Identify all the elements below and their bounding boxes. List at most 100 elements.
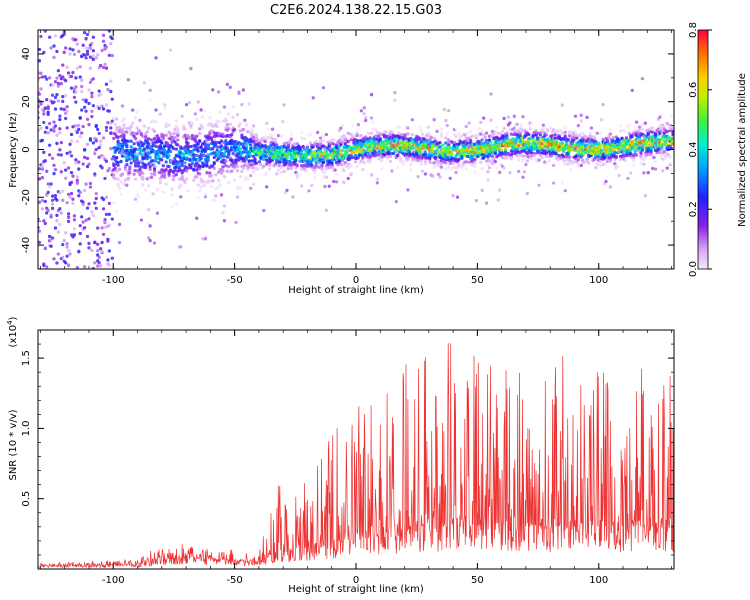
heatmap-cell [505, 156, 509, 160]
heatmap-cell [177, 162, 181, 166]
heatmap-cell [554, 152, 559, 156]
heatmap-cell [152, 171, 157, 175]
heatmap-cell [55, 198, 59, 202]
heatmap-cell [68, 252, 72, 256]
heatmap-cell [206, 153, 211, 157]
heatmap-cell [58, 191, 62, 195]
heatmap-cell [333, 168, 337, 172]
heatmap-cell [289, 137, 294, 141]
heatmap-cell [420, 132, 425, 136]
heatmap-cell [77, 249, 81, 253]
heatmap-cell [444, 136, 448, 140]
snr-panel: -100 -50 0 50 100 0.51.01.5 Height of straig… [6, 316, 675, 595]
heatmap-cell [617, 173, 621, 178]
heatmap-cell [627, 123, 631, 127]
heatmap-cell [568, 134, 572, 138]
heatmap-cell [474, 136, 479, 140]
heatmap-cell [100, 240, 104, 245]
heatmap-cell [59, 141, 63, 145]
heatmap-cell [284, 152, 288, 156]
heatmap-cell [125, 145, 129, 149]
heatmap-cell [100, 48, 104, 53]
heatmap-cell [559, 129, 563, 133]
heatmap-cell [138, 129, 142, 133]
heatmap-cell [371, 127, 375, 131]
heatmap-cell [254, 137, 259, 141]
heatmap-cell [237, 91, 241, 95]
heatmap-cell [384, 130, 388, 134]
heatmap-cell [190, 162, 194, 166]
heatmap-cell [658, 115, 662, 119]
heatmap-cell [454, 170, 458, 175]
heatmap-cell [535, 151, 540, 155]
heatmap-cell [58, 222, 62, 226]
heatmap-cell [592, 137, 596, 141]
heatmap-cell [46, 110, 50, 114]
heatmap-cell [649, 153, 653, 157]
heatmap-cell [665, 166, 669, 170]
heatmap-cell [171, 178, 176, 182]
heatmap-cell [221, 119, 225, 123]
heatmap-cell [467, 121, 471, 125]
heatmap-cell [369, 93, 374, 97]
heatmap-cell [55, 213, 59, 217]
heatmap-cell [116, 177, 120, 181]
snr-scale-prefix: (x10 [8, 325, 19, 348]
heatmap-cell [147, 221, 151, 226]
heatmap-cell [262, 164, 266, 168]
heatmap-cell [227, 181, 231, 185]
heatmap-cell [444, 141, 448, 145]
heatmap-cell [161, 133, 165, 137]
heatmap-cell [616, 165, 620, 169]
heatmap-cell [658, 150, 662, 154]
heatmap-cell [56, 153, 60, 157]
spectrogram-x-ticks: -100 -50 0 50 100 [40, 30, 672, 286]
heatmap-cell [64, 46, 68, 50]
heatmap-cell [91, 213, 95, 218]
heatmap-cell [138, 118, 142, 122]
heatmap-cell [200, 115, 205, 119]
heatmap-cell [607, 153, 611, 157]
heatmap-cell [53, 193, 58, 198]
heatmap-cell [560, 103, 564, 107]
heatmap-cell [52, 120, 56, 124]
heatmap-cell [334, 172, 339, 176]
heatmap-cell [103, 176, 107, 181]
heatmap-cell [49, 244, 53, 248]
heatmap-cell [182, 153, 186, 158]
heatmap-cell [85, 206, 90, 210]
heatmap-cell [96, 242, 100, 246]
heatmap-cell [501, 156, 505, 160]
heatmap-cell [509, 149, 513, 153]
heatmap-cell [56, 82, 60, 86]
heatmap-cell [495, 125, 499, 129]
heatmap-cell [432, 161, 436, 165]
heatmap-cell [493, 130, 497, 134]
heatmap-cell [45, 126, 49, 130]
heatmap-cell [168, 133, 173, 137]
heatmap-cell [416, 175, 420, 179]
heatmap-cell [410, 118, 414, 122]
heatmap-cell [142, 124, 146, 128]
heatmap-cell [362, 106, 366, 110]
heatmap-cell [59, 211, 63, 215]
heatmap-cell [66, 219, 71, 223]
heatmap-cell [431, 174, 435, 178]
heatmap-cell [489, 140, 493, 144]
heatmap-cell [40, 207, 44, 211]
heatmap-cell [133, 197, 138, 201]
heatmap-cell [80, 78, 84, 82]
heatmap-cell [193, 164, 197, 168]
heatmap-cell [246, 129, 250, 134]
heatmap-cell [112, 201, 116, 205]
heatmap-cell [141, 183, 145, 187]
heatmap-cell [586, 161, 591, 165]
heatmap-cell [152, 241, 157, 245]
heatmap-cell [281, 120, 285, 124]
heatmap-cell [196, 196, 200, 200]
heatmap-cell [585, 115, 589, 119]
heatmap-cell [129, 145, 133, 149]
heatmap-cell [198, 167, 202, 171]
heatmap-cell [75, 66, 79, 70]
heatmap-cell [530, 121, 534, 125]
